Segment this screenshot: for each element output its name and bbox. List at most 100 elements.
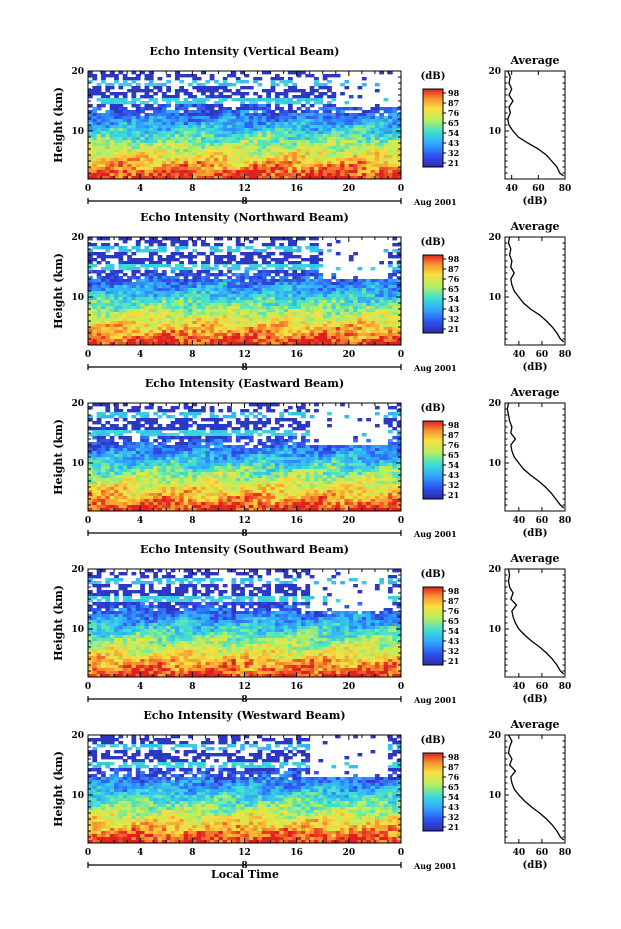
x-tick-label: 12 <box>238 516 251 526</box>
profile-x-tick-label: 60 <box>536 682 549 692</box>
colorbar-tick-label: 32 <box>448 480 459 490</box>
date-month-label: Aug 2001 <box>413 861 457 871</box>
colorbar <box>422 254 444 334</box>
date-day-label: 8 <box>241 529 247 539</box>
profile-x-axis-label: (dB) <box>523 196 548 207</box>
profile-x-tick-label: 60 <box>536 516 549 526</box>
x-tick-label: 16 <box>290 516 303 526</box>
colorbar-tick-label: 32 <box>448 646 459 656</box>
date-month-label: Aug 2001 <box>413 197 457 207</box>
x-tick-label: 0 <box>85 350 91 360</box>
date-day-label: 8 <box>241 197 247 207</box>
date-month-label: Aug 2001 <box>413 695 457 705</box>
profile-y-tick-label: 10 <box>488 127 501 137</box>
x-tick-label: 0 <box>398 516 404 526</box>
profile-x-tick-label: 80 <box>559 184 572 194</box>
x-tick-label: 20 <box>343 682 356 692</box>
colorbar-tick-label: 98 <box>448 752 460 762</box>
x-tick-label: 8 <box>189 350 195 360</box>
colorbar-tick-label: 65 <box>448 450 459 460</box>
y-tick-label: 10 <box>71 127 84 137</box>
profile-x-tick-label: 40 <box>513 516 526 526</box>
profile-y-tick-label: 20 <box>488 565 501 575</box>
x-tick-label: 16 <box>290 350 303 360</box>
x-tick-label: 16 <box>290 682 303 692</box>
date-month-label: Aug 2001 <box>413 529 457 539</box>
x-tick-label: 0 <box>398 848 404 858</box>
profile-title: Average <box>509 552 559 565</box>
colorbar-tick-label: 76 <box>448 274 460 284</box>
date-day-label: 8 <box>241 861 247 871</box>
colorbar <box>422 420 444 500</box>
x-tick-label: 8 <box>189 682 195 692</box>
x-tick-label: 4 <box>137 184 143 194</box>
panel-title: Echo Intensity (Vertical Beam) <box>149 45 339 58</box>
y-tick-label: 10 <box>71 459 84 469</box>
colorbar <box>422 752 444 832</box>
profile-x-tick-label: 80 <box>559 848 572 858</box>
x-tick-label: 0 <box>85 848 91 858</box>
profile-line <box>507 568 565 675</box>
panel-title: Echo Intensity (Westward Beam) <box>143 709 345 722</box>
colorbar-tick-label: 65 <box>448 118 459 128</box>
x-tick-label: 12 <box>238 848 251 858</box>
colorbar <box>422 586 444 666</box>
panel-4: Echo Intensity (Westward Beam) 0 4 8 12 16 20 0… <box>52 709 571 871</box>
colorbar-tick-label: 87 <box>448 264 459 274</box>
y-axis-label: Height (km) <box>52 585 65 661</box>
x-tick-label: 16 <box>290 184 303 194</box>
profile-y-tick-label: 20 <box>488 233 501 243</box>
colorbar-tick-label: 76 <box>448 772 460 782</box>
profile-y-tick-label: 20 <box>488 731 501 741</box>
profile-x-tick-label: 80 <box>559 682 572 692</box>
profile-x-tick-label: 60 <box>532 184 545 194</box>
colorbar-tick-label: 87 <box>448 596 459 606</box>
x-tick-label: 8 <box>189 848 195 858</box>
colorbar-tick-label: 98 <box>448 586 460 596</box>
profile-x-tick-label: 80 <box>559 516 572 526</box>
profile-frame <box>504 568 566 678</box>
colorbar-tick-label: 43 <box>448 138 460 148</box>
colorbar-tick-label: 21 <box>448 822 459 832</box>
colorbar-tick-label: 54 <box>448 460 460 470</box>
x-tick-label: 4 <box>137 682 143 692</box>
profile-x-axis-label: (dB) <box>523 362 548 373</box>
y-tick-label: 20 <box>71 731 84 741</box>
profile-x-tick-label: 40 <box>505 184 518 194</box>
x-tick-label: 0 <box>398 350 404 360</box>
profile-x-axis-label: (dB) <box>523 860 548 871</box>
x-tick-label: 4 <box>137 516 143 526</box>
x-tick-label: 20 <box>343 516 356 526</box>
colorbar-tick-label: 21 <box>448 324 459 334</box>
profile-x-tick-label: 40 <box>513 682 526 692</box>
x-tick-label: 20 <box>343 350 356 360</box>
y-tick-label: 20 <box>71 67 84 77</box>
y-axis-label: Height (km) <box>52 751 65 827</box>
profile-x-tick-label: 60 <box>536 848 549 858</box>
colorbar-tick-label: 54 <box>448 626 460 636</box>
colorbar-unit: (dB) <box>421 71 446 82</box>
colorbar-tick-label: 87 <box>448 98 459 108</box>
colorbar-tick-label: 54 <box>448 128 460 138</box>
y-tick-label: 20 <box>71 565 84 575</box>
x-axis-label: Local Time <box>211 868 279 881</box>
x-tick-label: 16 <box>290 848 303 858</box>
y-tick-label: 10 <box>71 625 84 635</box>
colorbar-tick-label: 43 <box>448 636 460 646</box>
x-tick-label: 8 <box>189 184 195 194</box>
x-tick-label: 0 <box>85 682 91 692</box>
colorbar-tick-label: 43 <box>448 470 460 480</box>
date-day-label: 8 <box>241 695 247 705</box>
x-tick-label: 0 <box>398 184 404 194</box>
colorbar-tick-label: 87 <box>448 762 459 772</box>
profile-x-axis-label: (dB) <box>523 528 548 539</box>
x-tick-label: 0 <box>398 682 404 692</box>
profile-y-tick-label: 20 <box>488 67 501 77</box>
colorbar-unit: (dB) <box>421 403 446 414</box>
profile-line <box>506 402 565 509</box>
heatmap-image <box>88 403 402 512</box>
x-tick-label: 12 <box>238 184 251 194</box>
colorbar-tick-label: 54 <box>448 294 460 304</box>
panel-3: Echo Intensity (Southward Beam) 0 4 8 12 16 20… <box>52 543 571 705</box>
